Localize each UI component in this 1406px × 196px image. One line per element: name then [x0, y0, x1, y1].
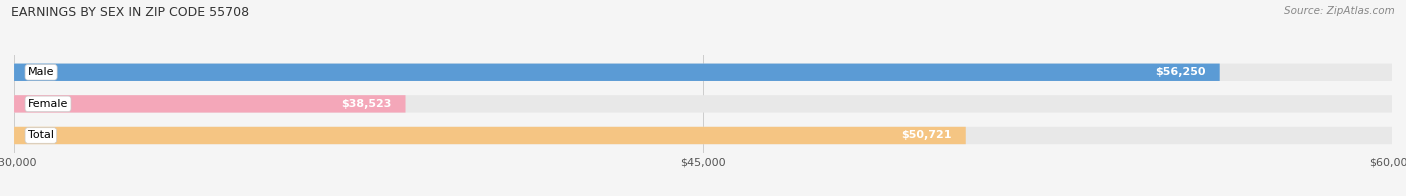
FancyBboxPatch shape	[14, 64, 1392, 81]
Text: $50,721: $50,721	[901, 131, 952, 141]
FancyBboxPatch shape	[14, 95, 405, 113]
Text: EARNINGS BY SEX IN ZIP CODE 55708: EARNINGS BY SEX IN ZIP CODE 55708	[11, 6, 249, 19]
FancyBboxPatch shape	[14, 64, 1219, 81]
FancyBboxPatch shape	[14, 95, 1392, 113]
FancyBboxPatch shape	[14, 127, 966, 144]
Text: Female: Female	[28, 99, 69, 109]
Text: Total: Total	[28, 131, 53, 141]
Text: Source: ZipAtlas.com: Source: ZipAtlas.com	[1284, 6, 1395, 16]
Text: $38,523: $38,523	[342, 99, 392, 109]
Text: $56,250: $56,250	[1156, 67, 1206, 77]
Text: Male: Male	[28, 67, 55, 77]
FancyBboxPatch shape	[14, 127, 1392, 144]
